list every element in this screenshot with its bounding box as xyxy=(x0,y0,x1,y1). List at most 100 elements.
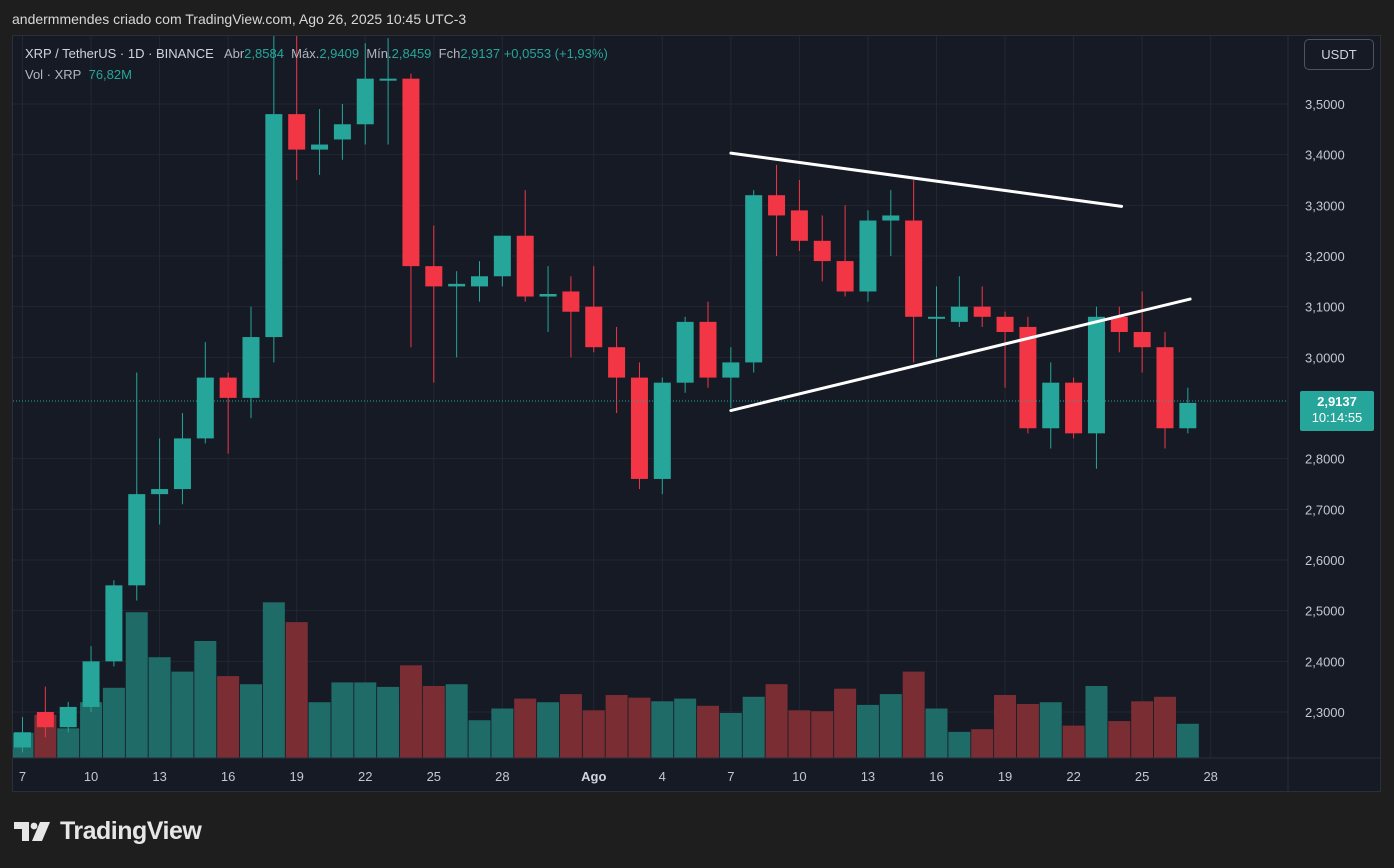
time-axis: 7 10 13 16 19 22 25 28 Ago 4 7 10 13 16 19 22 25 28 xyxy=(13,757,1380,784)
candle-body xyxy=(59,706,77,728)
volume-bar xyxy=(674,698,697,758)
candle-body xyxy=(265,114,283,338)
candle-body xyxy=(813,240,831,262)
price-tick-label: 2,5000 xyxy=(1305,604,1345,619)
volume-bar xyxy=(331,682,354,758)
low-label: Mín. xyxy=(366,46,392,61)
price-tick-label: 2,7000 xyxy=(1305,502,1345,517)
chart-panel[interactable]: 3,5000 3,4000 3,3000 3,2000 3,1000 3,0000 2,80… xyxy=(12,35,1381,792)
volume-bar xyxy=(1039,702,1062,758)
candle-body xyxy=(1156,347,1174,429)
price-tick-label: 2,8000 xyxy=(1305,452,1345,467)
volume-label[interactable]: Vol · XRP xyxy=(25,67,82,82)
candle-body xyxy=(379,78,397,81)
volume-bar xyxy=(902,671,925,758)
tradingview-logo[interactable]: TradingView xyxy=(14,817,202,846)
candle xyxy=(151,438,169,525)
candle xyxy=(768,164,786,257)
candle-body xyxy=(539,294,557,297)
candle xyxy=(1110,306,1128,353)
symbol-label[interactable]: XRP / TetherUS · 1D · BINANCE xyxy=(25,46,214,61)
volume-bar xyxy=(285,622,308,758)
candle-body xyxy=(196,377,214,439)
volume-value: 76,82M xyxy=(88,67,132,82)
volume-bar xyxy=(879,694,902,758)
volume-bar xyxy=(1176,723,1199,758)
bar-countdown: 10:14:55 xyxy=(1311,410,1363,425)
volume-bar xyxy=(102,687,125,758)
time-tick-label: 25 xyxy=(1135,769,1149,784)
candle xyxy=(813,215,831,282)
candle-body xyxy=(859,220,877,292)
candle xyxy=(14,717,31,753)
volume-bar xyxy=(994,695,1017,758)
candle xyxy=(1065,377,1083,439)
volume-bar xyxy=(537,702,560,758)
volume-bar xyxy=(856,704,879,758)
candle xyxy=(59,701,77,733)
candle xyxy=(562,276,580,358)
candle xyxy=(288,36,306,181)
candle-body xyxy=(151,489,169,495)
volume-bar xyxy=(445,684,468,758)
candle xyxy=(1042,362,1060,449)
volume-bar xyxy=(582,710,605,758)
candle-body xyxy=(1065,382,1083,434)
candle-body xyxy=(722,362,740,378)
candle xyxy=(585,266,603,353)
change-value: +0,0553 (+1,93%) xyxy=(503,46,608,61)
volume-bar xyxy=(559,694,582,758)
volume-bar xyxy=(971,729,994,758)
candle xyxy=(722,347,740,409)
candle-body xyxy=(1087,316,1105,434)
candle-body xyxy=(82,661,100,707)
candle-body xyxy=(950,306,968,322)
volume-bar xyxy=(742,696,765,758)
candle-body xyxy=(471,276,488,287)
volume-bar xyxy=(262,602,285,758)
candle-body xyxy=(36,712,54,728)
volume-bar xyxy=(1062,725,1085,758)
time-tick-label: 7 xyxy=(727,769,734,784)
candle-body xyxy=(699,321,717,378)
volume-bar xyxy=(194,641,217,758)
volume-bar xyxy=(125,612,148,758)
candle-body xyxy=(448,283,466,287)
candle-body xyxy=(905,220,923,317)
candle-body xyxy=(288,114,306,150)
price-tick-label: 2,3000 xyxy=(1305,705,1345,720)
volume-bar xyxy=(605,695,628,758)
candle-body xyxy=(608,347,626,378)
candlestick-chart[interactable]: 3,5000 3,4000 3,3000 3,2000 3,1000 3,0000 2,80… xyxy=(13,36,1380,791)
volume-bar xyxy=(1154,696,1176,758)
candle-body xyxy=(356,78,374,125)
time-tick-label: 22 xyxy=(1066,769,1080,784)
candle-body xyxy=(402,78,420,267)
time-tick-label: 19 xyxy=(998,769,1012,784)
time-tick-label: 13 xyxy=(152,769,166,784)
candle xyxy=(356,43,374,145)
candle-body xyxy=(1042,382,1060,429)
volume-bar xyxy=(628,697,651,758)
price-tick-label: 3,2000 xyxy=(1305,249,1345,264)
candle-body xyxy=(1133,332,1151,348)
currency-button[interactable]: USDT xyxy=(1304,39,1374,70)
time-tick-label: 13 xyxy=(861,769,875,784)
volume-bar xyxy=(514,698,537,758)
candle xyxy=(859,210,877,302)
price-axis: 3,5000 3,4000 3,3000 3,2000 3,1000 3,0000 2,80… xyxy=(1287,36,1345,791)
trendline xyxy=(729,151,1124,208)
candle-body xyxy=(882,215,900,221)
ohlc-legend: XRP / TetherUS · 1D · BINANCE Abr2,8584 … xyxy=(25,46,608,61)
candle-body xyxy=(242,337,260,398)
volume-bar xyxy=(217,676,240,758)
candle xyxy=(882,190,900,257)
volume-bars xyxy=(13,602,1199,758)
close-label: Fch xyxy=(438,46,461,61)
price-tick-label: 3,3000 xyxy=(1305,198,1345,213)
candle xyxy=(242,306,260,419)
volume-bar xyxy=(834,688,857,758)
candle-body xyxy=(836,261,854,292)
candle-body xyxy=(676,321,694,383)
candle xyxy=(128,372,146,601)
